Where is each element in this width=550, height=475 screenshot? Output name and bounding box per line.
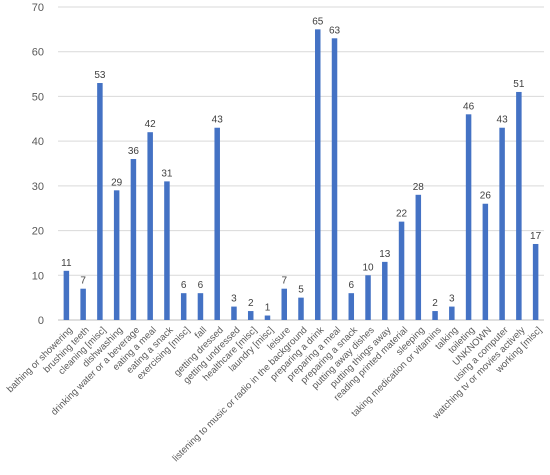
bar [482, 203, 489, 320]
bar [348, 293, 355, 320]
bar [97, 83, 103, 320]
data-label: 63 [329, 25, 341, 36]
bar [432, 311, 438, 320]
data-label: 6 [198, 280, 204, 291]
bar [516, 91, 522, 320]
bar [247, 311, 254, 320]
bar [315, 29, 321, 320]
data-label: 3 [449, 294, 455, 305]
data-label: 46 [463, 101, 475, 112]
y-tick-label: 50 [32, 91, 44, 103]
bar [465, 114, 472, 320]
y-tick-label: 70 [32, 2, 44, 14]
bars [63, 29, 539, 321]
data-label: 6 [348, 280, 354, 291]
data-label: 13 [379, 249, 391, 260]
bar [499, 127, 505, 320]
data-label: 51 [513, 79, 525, 90]
bar [231, 306, 237, 320]
bar [365, 275, 371, 320]
data-label: 43 [497, 115, 509, 126]
data-label: 17 [530, 231, 542, 242]
y-tick-label: 20 [32, 226, 44, 238]
gridlines [58, 6, 544, 321]
bar [449, 306, 455, 320]
y-tick-label: 40 [32, 136, 44, 148]
bar [164, 181, 170, 320]
bar [197, 293, 204, 320]
bar [532, 243, 539, 320]
bar [398, 221, 405, 320]
bar [180, 293, 187, 320]
y-tick-label: 60 [32, 47, 44, 59]
y-axis-ticks: 0 10 20 30 40 50 60 70 [32, 2, 44, 327]
bar [147, 132, 153, 320]
bar [130, 159, 137, 320]
data-label: 36 [128, 146, 140, 157]
bar [331, 38, 338, 321]
bar [298, 297, 304, 320]
data-label: 42 [145, 119, 157, 130]
data-label: 2 [432, 298, 438, 309]
bar [63, 270, 70, 320]
data-label: 1 [265, 303, 271, 314]
data-label: 11 [61, 258, 72, 269]
data-label: 6 [181, 280, 187, 291]
data-label: 65 [312, 16, 324, 27]
data-label: 10 [362, 262, 374, 273]
data-label: 43 [212, 115, 224, 126]
data-label: 3 [231, 294, 237, 305]
y-tick-label: 10 [32, 270, 44, 282]
data-label: 22 [396, 209, 408, 220]
data-label: 7 [80, 276, 86, 287]
bar [113, 190, 120, 320]
bar [214, 127, 220, 320]
bar [415, 194, 422, 320]
y-tick-label: 0 [38, 315, 44, 327]
data-label: 53 [94, 70, 106, 81]
data-label: 2 [248, 298, 254, 309]
data-label: 31 [161, 168, 173, 179]
data-label: 29 [111, 177, 123, 188]
y-tick-label: 30 [32, 181, 44, 193]
bar [80, 288, 86, 320]
bar [264, 315, 271, 320]
data-label: 26 [480, 191, 492, 202]
data-label: 7 [281, 276, 287, 287]
bar [281, 288, 287, 320]
data-label: 28 [413, 182, 425, 193]
data-label: 5 [298, 285, 304, 296]
bar [382, 261, 388, 320]
